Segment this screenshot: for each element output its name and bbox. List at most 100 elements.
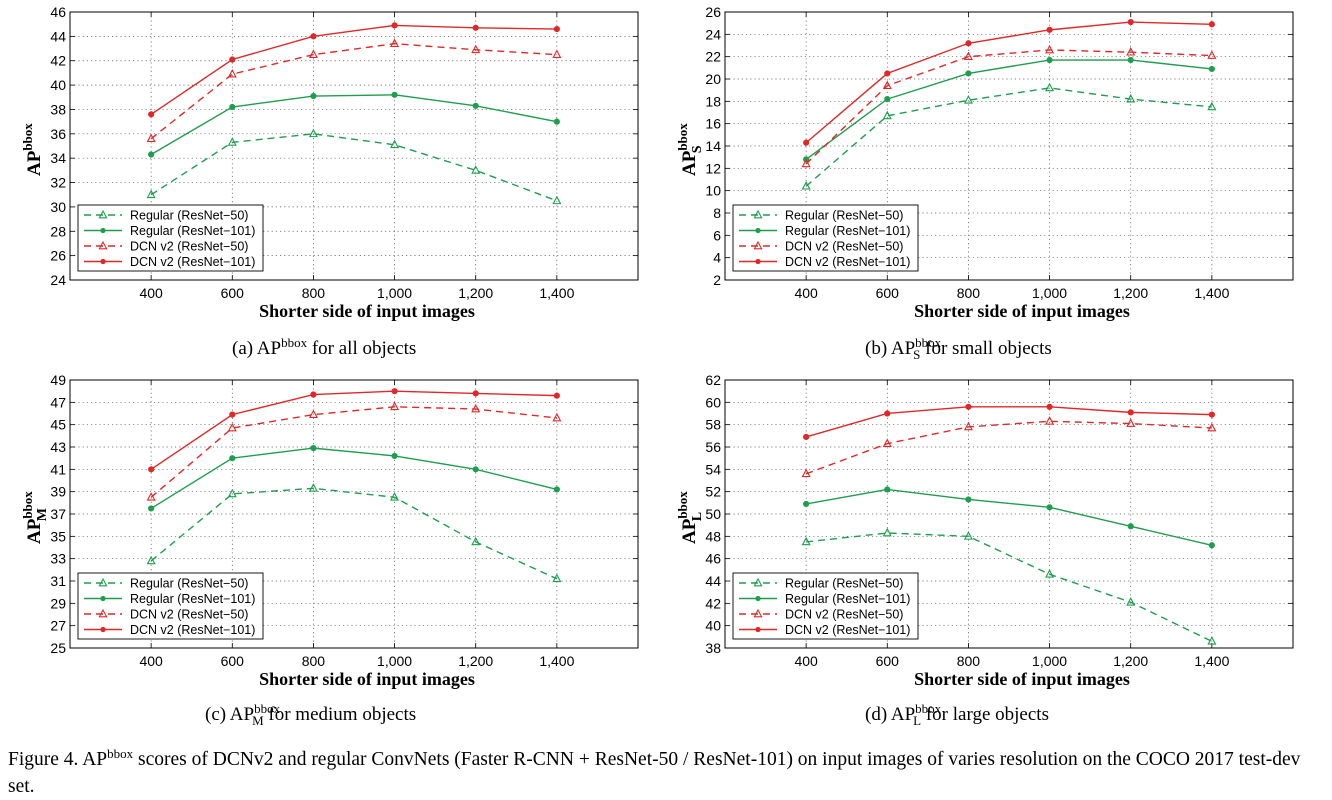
figure-caption-rest: scores of DCNv2 and regular ConvNets (Fa… [8, 749, 1301, 797]
data-point [148, 151, 155, 158]
data-point [229, 56, 236, 63]
caption-d-prefix: (d) AP [865, 704, 916, 725]
xtick-label: 800 [957, 653, 981, 669]
ytick-label: 24 [705, 26, 721, 42]
xtick-label: 1,000 [377, 285, 412, 301]
data-point [803, 500, 810, 508]
xtick-label: 1,400 [1194, 285, 1229, 301]
data-point [963, 95, 973, 104]
series-line-2 [150, 42, 557, 140]
data-point [1207, 50, 1217, 59]
data-point [471, 165, 481, 174]
data-point [1208, 542, 1215, 549]
ytick-label: 47 [50, 394, 66, 410]
data-point [391, 22, 398, 29]
data-point [1207, 422, 1217, 432]
legend-label: Regular (ResNet−101) [130, 224, 255, 238]
legend-marker [753, 608, 763, 618]
legend-marker [100, 258, 106, 265]
data-point [552, 412, 562, 422]
data-point [963, 421, 973, 431]
data-point [146, 189, 156, 199]
caption-a: (a) APbbox for all objects [232, 335, 416, 360]
legend-marker [755, 626, 761, 633]
xtick-label: 1,200 [1113, 285, 1148, 301]
legend-label: Regular (ResNet−101) [785, 592, 910, 606]
ytick-label: 33 [50, 551, 66, 567]
data-point [1208, 21, 1215, 28]
ytick-label: 6 [713, 227, 721, 243]
legend-marker [100, 595, 106, 602]
data-point [472, 466, 479, 473]
data-point [391, 388, 398, 395]
y-axis-label: APbbox [20, 123, 45, 176]
data-point [882, 438, 892, 447]
ytick-label: 44 [50, 28, 66, 44]
x-axis-label: Shorter side of input images [914, 669, 1130, 689]
series-line-0 [150, 133, 558, 202]
caption-d-sub: L [913, 713, 922, 728]
data-point [801, 181, 811, 190]
legend-label: DCN v2 (ResNet−50) [130, 608, 248, 622]
data-point [227, 68, 237, 78]
data-point [1045, 44, 1055, 54]
data-point [390, 139, 400, 149]
data-point [1046, 26, 1053, 33]
ytick-label: 36 [50, 126, 66, 142]
ytick-label: 32 [50, 175, 66, 191]
caption-d-suffix: for large objects [921, 704, 1049, 725]
data-point [471, 44, 481, 54]
ytick-label: 40 [50, 77, 66, 93]
legend-label: Regular (ResNet−50) [130, 577, 248, 591]
y-axis-label-sup: bbox [20, 123, 35, 151]
data-point [148, 466, 155, 473]
legend-label: Regular (ResNet−50) [785, 209, 903, 223]
data-point [965, 496, 972, 503]
xtick-label: 1,000 [1032, 653, 1067, 669]
y-axis-label-sub: L [690, 512, 705, 521]
ytick-label: 10 [705, 183, 721, 199]
xtick-label: 400 [794, 653, 818, 669]
legend-marker [755, 258, 761, 265]
legend-box [77, 204, 264, 272]
data-point [965, 40, 972, 47]
data-point [146, 492, 156, 501]
xtick-label: 800 [302, 653, 326, 669]
data-point [963, 51, 973, 61]
data-point [1126, 418, 1136, 427]
data-point [801, 536, 811, 546]
xtick-label: 600 [876, 285, 900, 301]
chart-panel-b: 2 4 6 8 10 12 14 16 18 20 22 24 26 400 600 800 1,000 1,20… [655, 0, 1315, 370]
series-line-1 [150, 94, 557, 156]
data-point [1127, 523, 1134, 530]
data-point [884, 486, 891, 493]
data-point [803, 433, 810, 441]
data-point [146, 133, 156, 143]
caption-b-prefix: (b) AP [865, 338, 916, 359]
legend-box [732, 572, 919, 640]
caption-d-sup: bbox [915, 701, 942, 716]
legend-marker [755, 595, 761, 602]
ytick-label: 27 [50, 618, 66, 634]
legend-label: DCN v2 (ResNet−101) [785, 623, 910, 637]
caption-d: (d) APbboxL for large objects [865, 701, 1049, 729]
data-point [1045, 569, 1055, 578]
series-line-2 [805, 420, 1212, 475]
data-point [1126, 597, 1136, 606]
data-point [553, 118, 560, 125]
data-point [472, 24, 479, 31]
legend-marker [98, 240, 108, 250]
ytick-label: 35 [50, 528, 66, 544]
chart-a: 24 26 28 30 32 34 36 38 40 42 44 46 400 600 800 1,000 1,… [20, 4, 639, 321]
ytick-label: 20 [705, 71, 721, 87]
data-point [391, 452, 398, 460]
caption-b-sub: S [913, 347, 921, 362]
legend-marker [100, 626, 106, 633]
xtick-label: 400 [139, 653, 163, 669]
legend-label: Regular (ResNet−50) [130, 209, 248, 223]
data-point [1045, 416, 1055, 425]
data-point [801, 158, 811, 168]
data-point [471, 536, 481, 546]
legend-label: DCN v2 (ResNet−101) [130, 623, 255, 637]
data-point [553, 25, 560, 33]
